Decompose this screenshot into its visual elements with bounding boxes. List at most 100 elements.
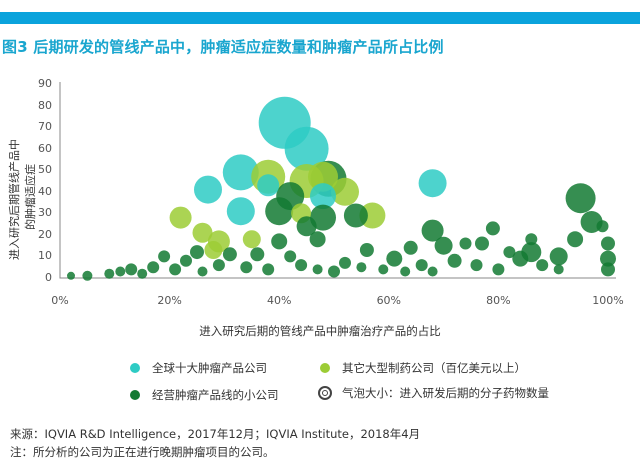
bubble (271, 233, 288, 250)
bubble (296, 216, 317, 237)
legend-label: 全球十大肿瘤产品公司 (152, 361, 267, 375)
bubble (503, 246, 516, 259)
bubble (512, 250, 529, 267)
bubble (427, 266, 438, 277)
header-bar (0, 12, 640, 24)
legend-bubble-size: 气泡大小：进入研发后期的分子药物数量 (318, 385, 549, 401)
bubble (169, 263, 182, 276)
bubble (421, 219, 444, 242)
bubble (549, 247, 568, 266)
bubble (485, 221, 500, 236)
x-tick-label: 100% (592, 294, 624, 307)
legend-top10-oncology: 全球十大肿瘤产品公司 (130, 360, 267, 376)
bubble (169, 206, 192, 229)
bubble (104, 268, 115, 279)
lime-dot-icon (320, 363, 330, 373)
y-tick-label: 30 (38, 206, 52, 220)
bubble (418, 169, 447, 198)
bubble (596, 220, 609, 233)
bubble (601, 262, 615, 277)
y-tick-label: 40 (38, 184, 52, 198)
bubble (158, 250, 171, 263)
bubble (470, 259, 483, 272)
y-tick-label: 80 (38, 98, 52, 112)
bubble (115, 266, 126, 277)
bubble (262, 263, 275, 276)
bubble (339, 256, 351, 269)
y-tick-label: 20 (38, 227, 52, 241)
bubble (434, 236, 453, 255)
bubble (125, 263, 138, 276)
bubble (212, 259, 225, 272)
bubble (180, 254, 192, 267)
x-tick-label: 40% (266, 294, 292, 307)
bubble (284, 126, 329, 171)
y-tick-label: 60 (38, 141, 52, 155)
bubble (295, 259, 308, 272)
bubble (284, 250, 297, 263)
legend-label: 经营肿瘤产品线的小公司 (152, 388, 279, 402)
bubble (82, 270, 93, 281)
axis-lines (59, 82, 616, 279)
concentric-circle-icon (318, 386, 332, 400)
y-tick-label: 90 (38, 77, 52, 90)
bubble (240, 261, 253, 274)
bubble (447, 253, 462, 268)
bubble (475, 236, 489, 251)
bubble (601, 236, 615, 251)
legend-small-companies: 经营肿瘤产品线的小公司 (130, 387, 279, 403)
legend-label: 气泡大小：进入研发后期的分子药物数量 (342, 386, 549, 400)
bubble-plot (59, 82, 616, 281)
bubble (415, 259, 428, 272)
chart-title: 图3 后期研发的管线产品中，肿瘤适应症数量和肿瘤产品所占比例 (2, 38, 444, 56)
bubble (67, 271, 75, 280)
bubble (147, 261, 160, 274)
bubble (310, 204, 336, 231)
bubble (197, 266, 208, 277)
bubble (359, 243, 374, 257)
x-tick-label: 20% (157, 294, 182, 307)
y-tick-label: 50 (38, 163, 52, 177)
bubble (194, 175, 222, 204)
bubble (567, 231, 584, 248)
bubble (459, 237, 472, 250)
bubble (204, 241, 223, 259)
legend-large-pharma: 其它大型制药公司（百亿美元以上） (320, 360, 526, 376)
bubble (525, 233, 538, 246)
x-tick-label: 80% (486, 294, 511, 307)
bubble (553, 264, 564, 275)
bubble (600, 250, 616, 267)
bubble (328, 265, 340, 278)
bubble (190, 245, 204, 260)
bubble (343, 203, 368, 228)
bubble (222, 154, 259, 191)
bubble (310, 183, 336, 210)
bubble (356, 262, 367, 273)
x-axis-label: 进入研究后期的管线产品中肿瘤治疗产品的占比 (199, 324, 441, 338)
bubble (309, 231, 326, 248)
footnote: 注：所分析的公司为正在进行晚期肿瘤项目的公司。 (10, 445, 275, 459)
bubble (378, 264, 389, 275)
bubble (312, 264, 323, 275)
bubble (400, 266, 411, 277)
bubble (250, 247, 265, 262)
x-tick-label: 0% (51, 294, 69, 307)
bubble (137, 268, 148, 279)
legend-label: 其它大型制药公司（百亿美元以上） (342, 361, 526, 375)
teal-dot-icon (130, 363, 140, 373)
bubble (492, 263, 505, 276)
bubble (308, 161, 338, 192)
bubble (242, 230, 261, 249)
y-tick-label: 10 (38, 249, 52, 263)
bubble (331, 177, 359, 206)
bubble (265, 197, 294, 226)
bubble (565, 183, 596, 214)
y-tick-label: 70 (38, 120, 52, 134)
bubble (192, 222, 213, 243)
source-note: 来源：IQVIA R&D Intelligence，2017年12月；IQVIA… (10, 427, 421, 441)
bubble (226, 197, 255, 226)
dark-green-dot-icon (130, 390, 140, 400)
bubble (257, 174, 280, 197)
bubble (536, 259, 549, 272)
bubble (403, 240, 418, 255)
